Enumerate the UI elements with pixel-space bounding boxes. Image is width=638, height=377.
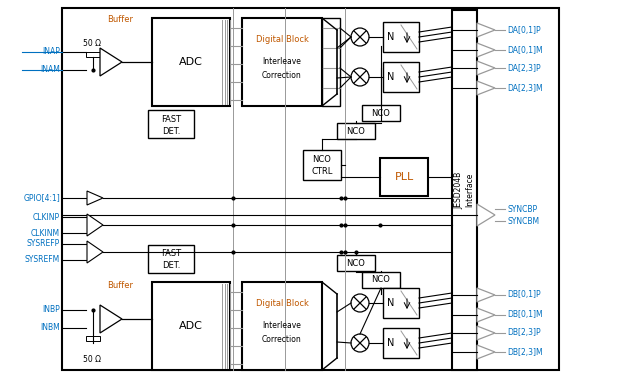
Bar: [242, 282, 322, 370]
Polygon shape: [477, 204, 495, 226]
Bar: [86, 336, 100, 340]
Bar: [62, 8, 559, 370]
Polygon shape: [477, 43, 495, 57]
Polygon shape: [477, 288, 495, 302]
Text: NCO: NCO: [346, 259, 366, 268]
Text: N: N: [387, 298, 395, 308]
Text: SYSREFP: SYSREFP: [27, 239, 60, 248]
Text: NCO: NCO: [346, 127, 366, 135]
Bar: [322, 18, 340, 106]
Text: SYNCBM: SYNCBM: [507, 216, 539, 225]
Polygon shape: [100, 48, 122, 76]
Polygon shape: [87, 241, 103, 263]
Text: NCO: NCO: [371, 276, 390, 285]
Polygon shape: [477, 23, 495, 37]
Text: NCO: NCO: [371, 109, 390, 118]
Text: CLKINP: CLKINP: [33, 213, 60, 222]
Text: Digital Block: Digital Block: [256, 299, 308, 308]
Text: DA[2,3]P: DA[2,3]P: [507, 63, 540, 72]
Text: Correction: Correction: [262, 336, 302, 345]
Text: GPIO[4:1]: GPIO[4:1]: [23, 193, 60, 202]
Text: NCO: NCO: [313, 155, 331, 164]
Text: DET.: DET.: [162, 127, 180, 135]
Text: SYNCBP: SYNCBP: [507, 204, 537, 213]
Bar: [148, 110, 194, 138]
Bar: [452, 10, 477, 370]
Text: DB[0,1]M: DB[0,1]M: [507, 311, 543, 319]
Text: DB[0,1]P: DB[0,1]P: [507, 291, 540, 299]
Polygon shape: [477, 345, 495, 359]
Text: PLL: PLL: [394, 172, 413, 182]
Bar: [383, 328, 419, 358]
Text: JESD204B
Interface: JESD204B Interface: [455, 172, 474, 208]
Bar: [242, 18, 322, 106]
Text: N: N: [387, 72, 395, 82]
Bar: [152, 282, 230, 370]
Bar: [148, 245, 194, 273]
Text: CTRL: CTRL: [311, 167, 332, 176]
Text: Interleave: Interleave: [263, 58, 301, 66]
Text: DB[2,3]P: DB[2,3]P: [507, 328, 540, 337]
Polygon shape: [477, 326, 495, 340]
Bar: [337, 255, 375, 271]
Text: DA[0,1]P: DA[0,1]P: [507, 26, 540, 35]
Text: 50 Ω: 50 Ω: [83, 40, 101, 49]
Bar: [362, 105, 400, 121]
Text: INBM: INBM: [40, 323, 60, 333]
Bar: [362, 272, 400, 288]
Text: DB[2,3]M: DB[2,3]M: [507, 348, 543, 357]
Polygon shape: [87, 214, 103, 236]
Bar: [303, 150, 341, 180]
Bar: [337, 123, 375, 139]
Text: Buffer: Buffer: [107, 15, 133, 25]
Text: N: N: [387, 32, 395, 42]
Text: SYSREFM: SYSREFM: [25, 256, 60, 265]
Polygon shape: [477, 308, 495, 322]
Bar: [86, 52, 100, 57]
Text: INBP: INBP: [42, 305, 60, 314]
Bar: [152, 18, 230, 106]
Text: INAM: INAM: [40, 66, 60, 75]
Text: DET.: DET.: [162, 262, 180, 271]
Text: ADC: ADC: [179, 57, 203, 67]
Bar: [383, 288, 419, 318]
Polygon shape: [87, 191, 103, 205]
Text: Buffer: Buffer: [107, 280, 133, 290]
Text: N: N: [387, 338, 395, 348]
Text: DA[0,1]M: DA[0,1]M: [507, 46, 543, 55]
Text: FAST: FAST: [161, 115, 181, 124]
Text: Correction: Correction: [262, 72, 302, 81]
Text: Digital Block: Digital Block: [256, 35, 308, 44]
Text: CLKINM: CLKINM: [31, 228, 60, 238]
Text: Interleave: Interleave: [263, 322, 301, 331]
Bar: [383, 62, 419, 92]
Polygon shape: [100, 305, 122, 333]
Bar: [383, 22, 419, 52]
Text: FAST: FAST: [161, 250, 181, 259]
Text: ADC: ADC: [179, 321, 203, 331]
Polygon shape: [477, 81, 495, 95]
Bar: [380, 158, 428, 196]
Polygon shape: [477, 61, 495, 75]
Text: INAP: INAP: [42, 48, 60, 57]
Text: DA[2,3]M: DA[2,3]M: [507, 83, 543, 92]
Text: 50 Ω: 50 Ω: [83, 356, 101, 365]
